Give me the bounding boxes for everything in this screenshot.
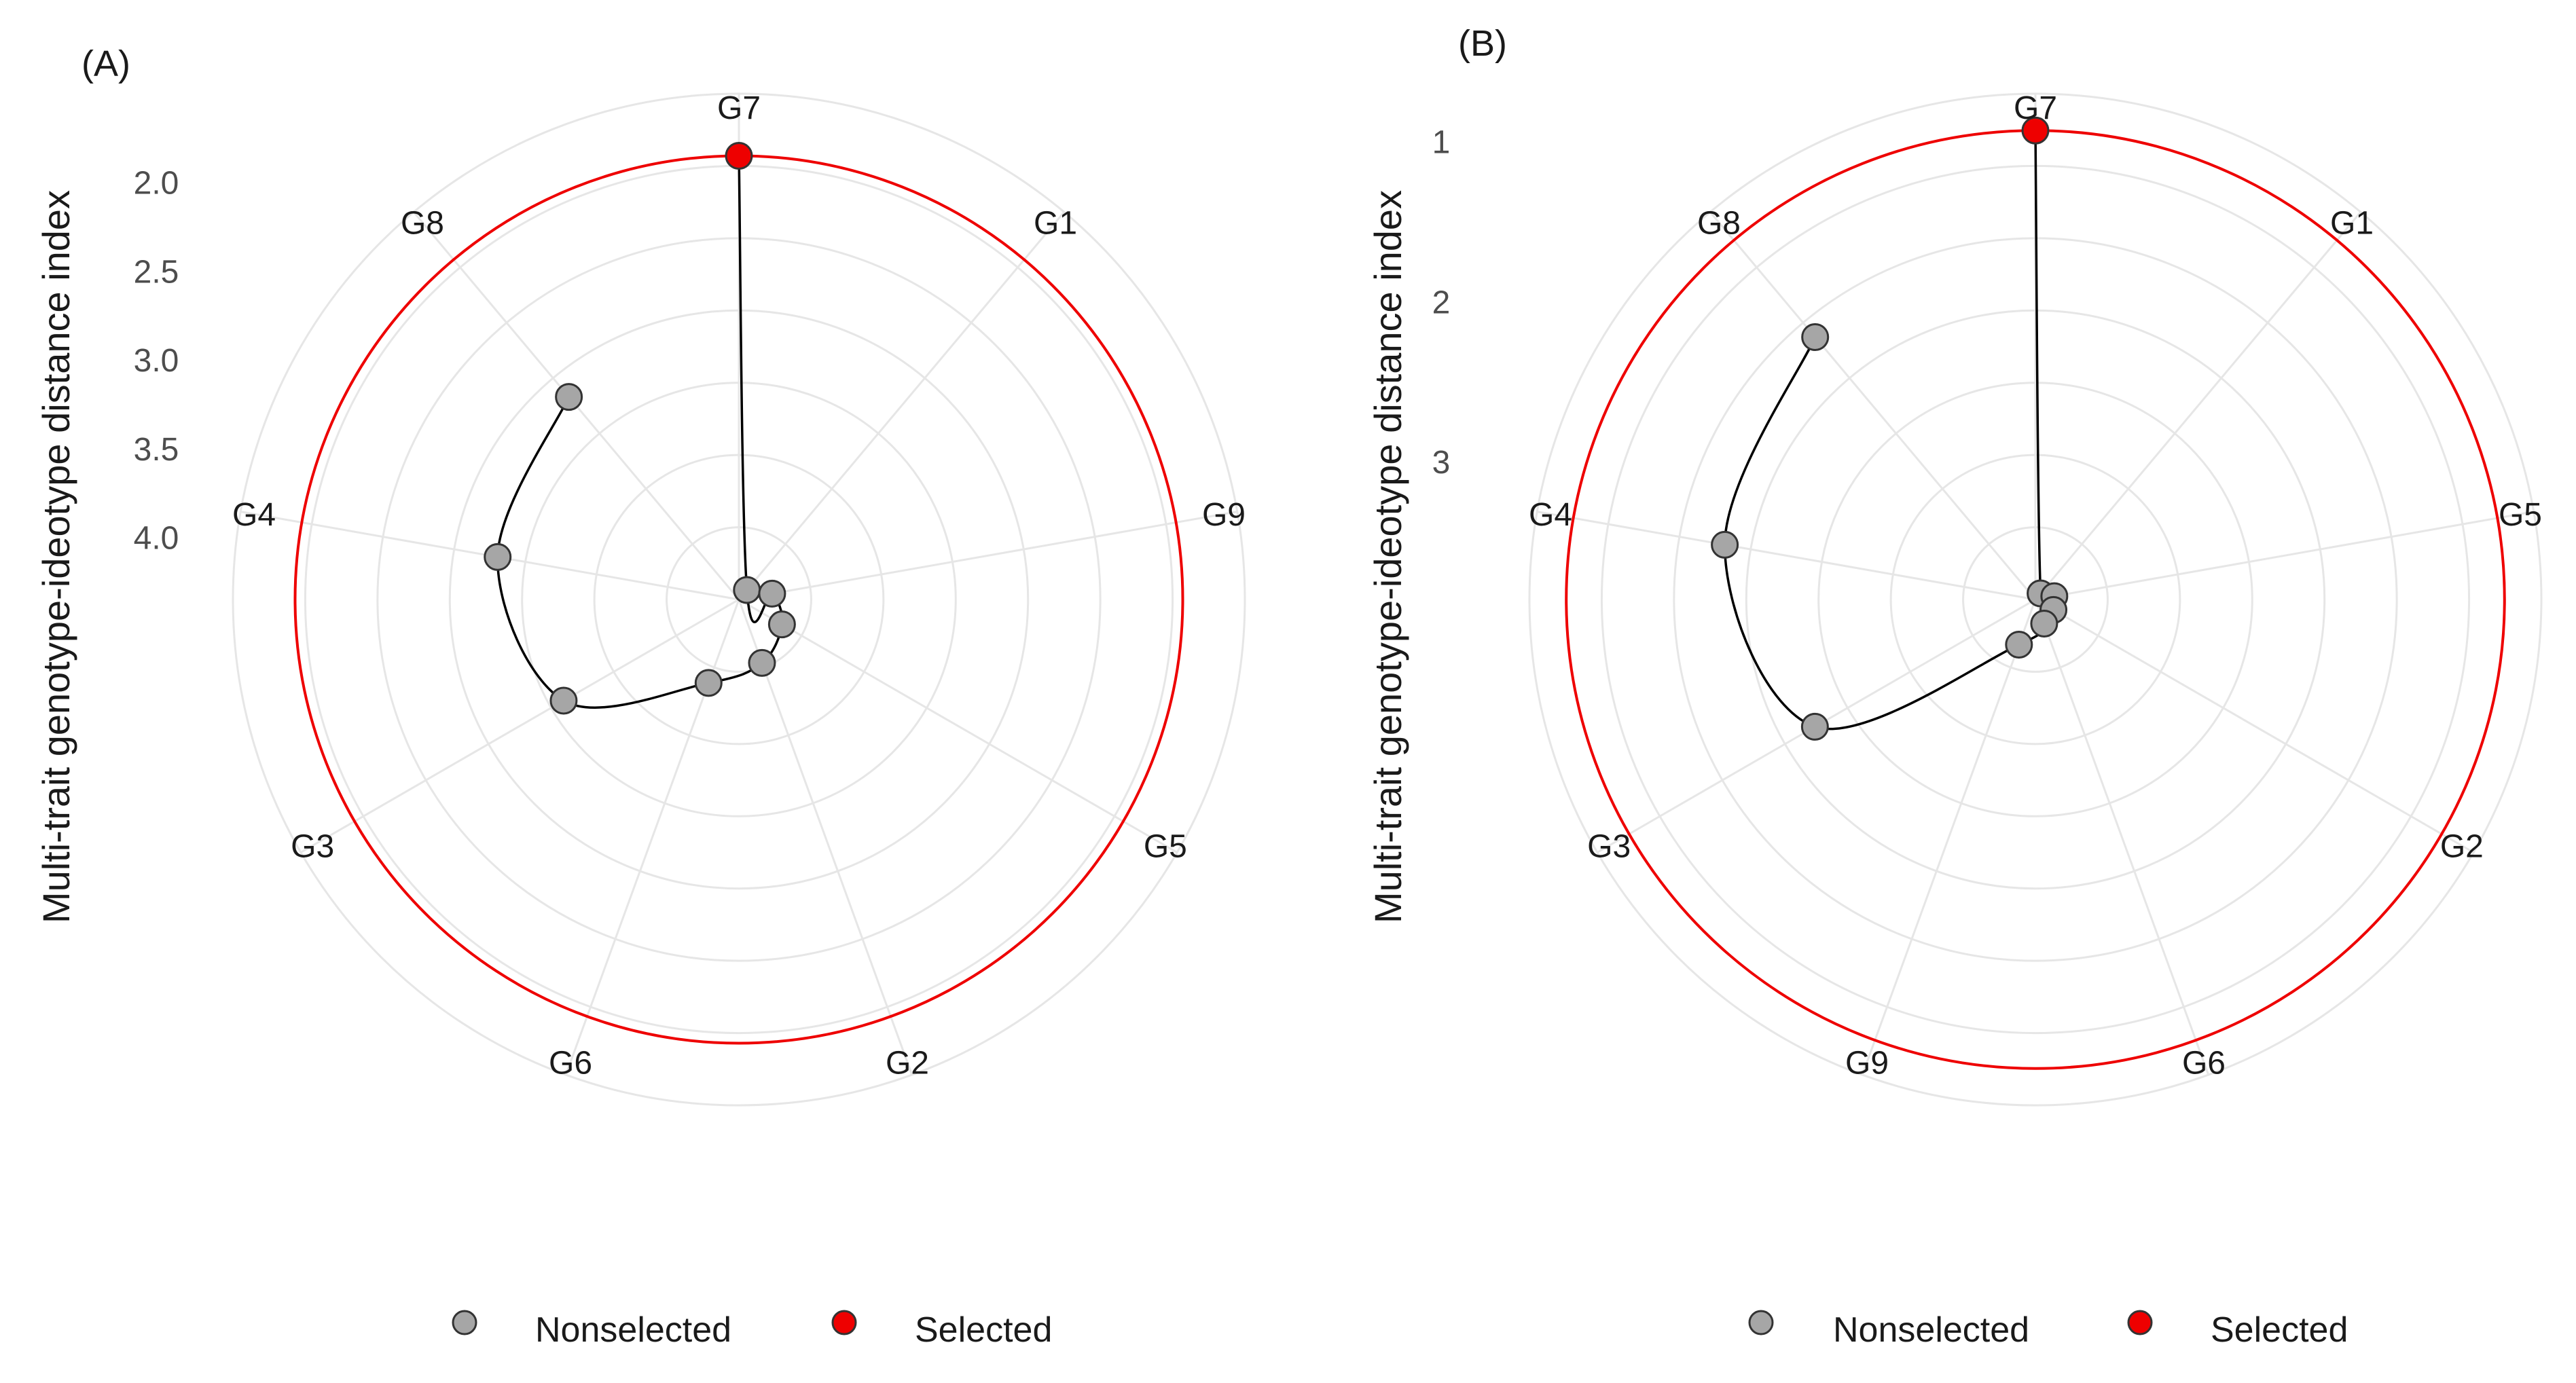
y-tick-label: 2.5 [134, 254, 179, 290]
grid-spoke [1537, 511, 2036, 601]
radial-ticks-b: 1 2 3 [1432, 125, 1451, 481]
genotype-point-g9 [758, 579, 786, 608]
genotype-label-g4: G4 [1529, 497, 1572, 533]
genotype-label-g1: G1 [1034, 206, 1077, 242]
grid-spoke [2035, 511, 2534, 601]
genotype-point-g9 [2005, 630, 2033, 659]
genotype-point-g8 [555, 383, 583, 411]
y-tick-label: 3.5 [134, 432, 179, 468]
chart-panel-a: (A) Multi-trait genotype-ideotype distan… [35, 43, 1246, 1107]
grid-spoke [2034, 599, 2210, 1075]
y-tick-label: 2 [1432, 284, 1451, 320]
radial-ticks-a: 2.0 2.5 3.0 3.5 4.0 [134, 166, 179, 557]
genotype-label-g3: G3 [291, 829, 334, 865]
genotype-label-g6: G6 [2182, 1045, 2226, 1081]
grid-spoke [300, 598, 740, 853]
y-tick-label: 2.0 [134, 166, 179, 202]
genotype-label-g2: G2 [886, 1045, 929, 1081]
genotype-point-g4 [484, 542, 512, 571]
genotype-points-a [484, 141, 796, 715]
genotype-point-g7 [725, 141, 753, 170]
y-tick-label: 3 [1432, 445, 1451, 481]
genotype-point-g7 [2021, 116, 2050, 145]
genotype-label-g5: G5 [2499, 497, 2542, 533]
genotype-label-g8: G8 [1697, 206, 1741, 242]
genotype-point-g6 [2030, 609, 2058, 638]
genotype-label-g7: G7 [2014, 90, 2057, 126]
legend-selected-label: Selected [2211, 1310, 2348, 1350]
y-tick-label: 4.0 [134, 521, 179, 557]
grid-spoke [2035, 598, 2474, 853]
legend-nonselected-marker [1748, 1310, 1774, 1335]
y-axis-label-b: Multi-trait genotype-ideotype distance i… [1366, 190, 1409, 923]
panel-label-a: (A) [81, 43, 130, 84]
legend-selected-marker [831, 1310, 857, 1335]
genotype-point-g2 [748, 648, 776, 677]
genotype-point-g1 [733, 576, 761, 604]
genotype-label-g5: G5 [1144, 829, 1187, 865]
panel-label-b: (B) [1458, 23, 1507, 64]
y-tick-label: 1 [1432, 125, 1451, 161]
y-axis-label-a: Multi-trait genotype-ideotype distance i… [35, 190, 77, 923]
genotype-point-g8 [1801, 323, 1830, 352]
genotype-point-g4 [1711, 530, 1739, 559]
genotype-points-b [1711, 116, 2069, 741]
genotype-label-g9: G9 [1845, 1045, 1889, 1081]
grid-spoke [2034, 211, 2362, 600]
grid-spoke [1709, 211, 2037, 600]
legend-nonselected-label: Nonselected [1833, 1310, 2029, 1350]
spiral-line [1723, 130, 2057, 731]
grid-spoke [738, 511, 1237, 601]
genotype-label-g1: G1 [2330, 206, 2374, 242]
grid-spoke [1861, 599, 2037, 1075]
distance-path-b [1723, 130, 2057, 731]
genotype-label-g3: G3 [1587, 829, 1631, 865]
legend-b: Nonselected Selected [1748, 1310, 2348, 1350]
genotype-point-g6 [694, 669, 723, 697]
genotype-labels-b: G7 G1 G5 G2 G6 G9 G3 G4 G8 [1529, 90, 2542, 1081]
legend-a: Nonselected Selected [452, 1310, 1052, 1350]
genotype-labels-a: G7 G1 G9 G5 G2 G6 G3 G4 G8 [232, 90, 1246, 1081]
legend-selected-label: Selected [915, 1310, 1052, 1350]
genotype-point-g5 [767, 610, 796, 639]
genotype-label-g2: G2 [2440, 829, 2484, 865]
genotype-label-g6: G6 [549, 1045, 592, 1081]
genotype-point-g3 [549, 686, 578, 715]
legend-nonselected-label: Nonselected [535, 1310, 731, 1350]
grid-spoke [738, 598, 1178, 853]
y-tick-label: 3.0 [134, 343, 179, 379]
legend-selected-marker [2127, 1310, 2153, 1335]
grid-spoke [738, 599, 913, 1075]
chart-panel-b: (B) Multi-trait genotype-ideotype distan… [1366, 23, 2543, 1107]
genotype-label-g8: G8 [401, 206, 444, 242]
polar-grid-b [1528, 92, 2543, 1107]
genotype-label-g9: G9 [1202, 497, 1246, 533]
grid-spoke [738, 211, 1066, 600]
legend-nonselected-marker [452, 1310, 477, 1335]
genotype-label-g7: G7 [717, 90, 761, 126]
genotype-label-g4: G4 [232, 497, 276, 533]
genotype-point-g3 [1800, 712, 1829, 741]
